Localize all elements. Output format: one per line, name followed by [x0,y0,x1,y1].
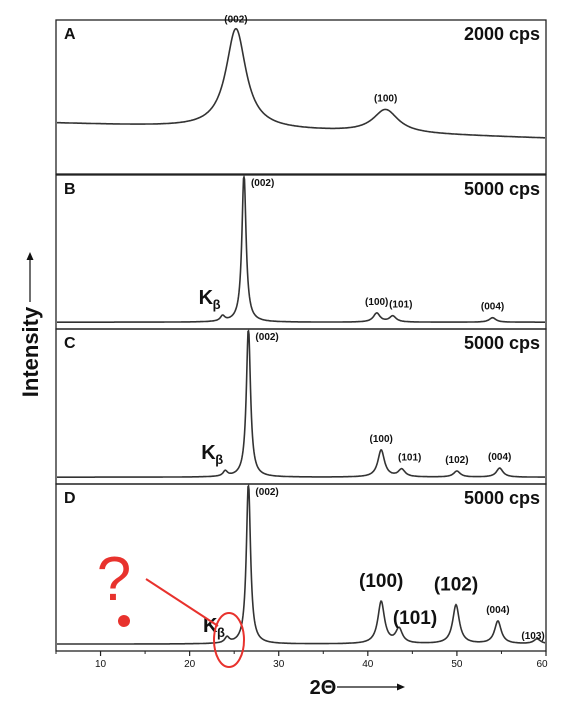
peak-label-C-102: (102) [445,455,468,466]
panel-frame [55,483,547,652]
x-tick-label-30: 30 [273,659,285,670]
x-tick-label-10: 10 [95,659,107,670]
peak-label-B-101: (101) [389,300,412,311]
peak-label-D-101: (101) [393,608,437,629]
peak-label-B-004: (004) [481,302,504,313]
peak-label-A-100: (100) [374,93,397,104]
question-mark: ? [97,545,131,614]
panel-label-D: D [64,490,76,507]
question-annotation: ? [97,545,245,668]
kbeta-label-C: K [201,442,216,464]
kbeta-circle [213,612,245,668]
peak-label-C-004: (004) [488,452,511,463]
panel-D: D 5000 cps(002)(100)(101)(102)(004)(103)K… [55,483,547,652]
peak-label-D-103: (103) [521,631,544,642]
pattern-curve-B [57,173,545,323]
y-arrow-head [26,252,34,260]
scale-label-C: 5000 cps [464,333,540,353]
kbeta-subscript-B: β [213,297,221,312]
pattern-curve-A [57,27,545,139]
x-axis: 10 20 30 40 50 60 [55,651,548,670]
pattern-curve-D [57,483,546,645]
panel-label-C: C [64,335,76,352]
peak-label-D-002: (002) [255,487,278,498]
x-tick-label-20: 20 [184,659,196,670]
scale-label-A: 2000 cps [464,24,540,44]
peak-label-B-100: (100) [365,297,388,308]
scale-label-D: 5000 cps [464,488,540,508]
x-tick-label-40: 40 [362,659,374,670]
pointer-line [145,578,219,627]
panel-B: B 5000 cps (002) (100) (101) (004) K β [55,173,547,330]
peak-label-C-002: (002) [255,332,278,343]
y-axis-label: Intensity [18,306,43,397]
kbeta-subscript-C: β [215,452,223,467]
peak-label-C-101: (101) [398,453,421,464]
panels: A 2000 cps(002)(100)B 5000 cps(002)(100) (1… [55,15,547,652]
peak-label-D-004: (004) [486,605,509,616]
panel-C: C 5000 cps (002) (100) (101) (102) (004) K β [55,328,547,485]
peak-label-A-002: (002) [224,15,247,26]
x-arrow-head [397,683,405,691]
x-tick-label-60: 60 [536,659,548,670]
peak-label-C-100: (100) [370,434,393,445]
peak-label-D-100: (100) [359,571,403,592]
kbeta-label-B: K [199,287,214,309]
x-tick-label-50: 50 [451,659,463,670]
kbeta-subscript-D: β [217,625,225,640]
y-axis-arrow [26,252,34,302]
panel-frame [55,19,547,175]
peak-label-B-002: (002) [251,178,274,189]
pattern-curve-C [57,329,545,478]
peak-label-D-102: (102) [434,575,478,596]
x-axis-arrow [337,683,405,691]
panel-label-A: A [64,26,76,43]
question-dot [118,615,130,627]
panel-label-B: B [64,181,76,198]
scale-label-B: 5000 cps [464,179,540,199]
panel-A: A 2000 cps (002) (100) [55,15,547,175]
x-axis-label: 2Θ [310,677,337,699]
